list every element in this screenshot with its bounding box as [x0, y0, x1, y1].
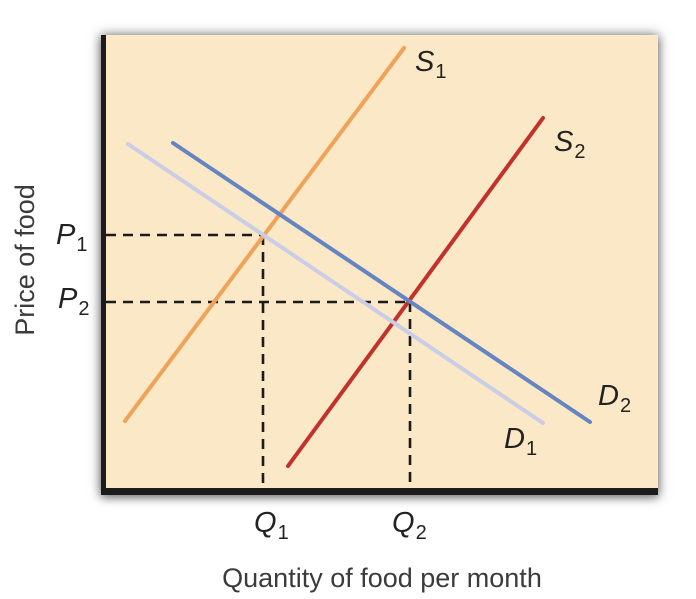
price-label-p1: P1: [56, 219, 88, 256]
curve-label-d2: D2: [598, 380, 632, 417]
quantity-label-q1: Q1: [254, 507, 289, 544]
curve-label-d1: D1: [504, 423, 538, 460]
x-axis-title: Quantity of food per month: [222, 563, 542, 593]
s2-curve: [286, 116, 545, 468]
d2-curve: [171, 141, 592, 424]
plot-area: [106, 35, 658, 488]
plot-frame: [101, 35, 658, 495]
d1-curve: [126, 142, 545, 425]
curve-label-s1: S1: [415, 46, 447, 83]
chart-svg: [106, 46, 592, 488]
price-label-p2: P2: [58, 283, 90, 320]
y-axis-title: Price of food: [10, 184, 40, 336]
quantity-label-q2: Q2: [392, 507, 427, 544]
x-axis-line: [101, 488, 658, 495]
y-axis-line: [101, 35, 106, 495]
curve-label-s2: S2: [554, 126, 586, 163]
